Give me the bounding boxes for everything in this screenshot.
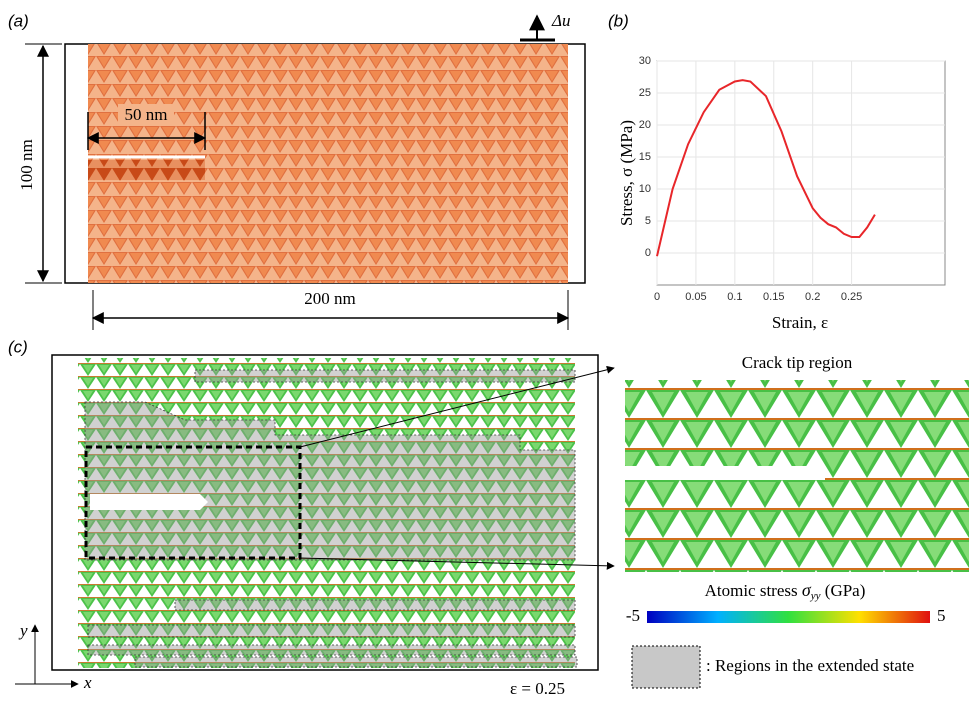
colorbar-max: 5: [937, 606, 946, 625]
figure: (a) 50 nm 100 nm 200 nm Δu (b) 0 5 10 15 20 2…: [0, 0, 969, 704]
colorbar: [647, 611, 930, 623]
y-tick-label: 25: [639, 87, 651, 99]
panel-label: (b): [608, 11, 629, 30]
stress-strain-chart: 0 5 10 15 20 25 30 0 0.05 0.1 0.15 0.2 0.25: [639, 55, 945, 303]
colorbar-title-subscript: yy: [810, 590, 821, 602]
y-tick-label: 15: [639, 151, 651, 163]
axis-y-label: y: [18, 621, 28, 640]
colorbar-min: -5: [626, 606, 640, 625]
inset-title: Crack tip region: [742, 353, 853, 372]
legend-label: : Regions in the extended state: [706, 656, 914, 675]
axis-x-label: x: [83, 673, 92, 692]
legend-swatch: [632, 646, 700, 688]
x-tick-label: 0.2: [805, 291, 820, 303]
page: (a) 50 nm 100 nm 200 nm Δu (b) 0 5 10 15 20 2…: [0, 0, 969, 704]
inset-crack: [625, 466, 825, 480]
colorbar-title: Atomic stress σyy (GPa): [705, 580, 866, 601]
strain-label: ε = 0.25: [510, 679, 565, 698]
x-tick-label: 0.25: [841, 291, 862, 303]
x-tick-label: 0.1: [727, 291, 742, 303]
lattice-crack-region: [88, 160, 205, 180]
height-label: 100 nm: [17, 139, 36, 190]
width-label: 200 nm: [304, 289, 355, 308]
y-tick-label: 30: [639, 55, 651, 67]
x-tick-label: 0: [654, 291, 660, 303]
x-tick-label: 0.05: [685, 291, 706, 303]
plot-area: [657, 61, 945, 285]
y-tick-label: 20: [639, 119, 651, 131]
crack-length-label: 50 nm: [125, 105, 168, 124]
colorbar-title-unit: (GPa): [821, 581, 866, 600]
x-tick-label: 0.15: [763, 291, 784, 303]
panel-label: (c): [8, 337, 28, 356]
colorbar-title-text: Atomic stress: [705, 581, 802, 600]
y-axis-title: Stress, σ (MPa): [617, 120, 636, 226]
crack: [90, 494, 208, 510]
y-tick-label: 5: [645, 215, 651, 227]
y-tick-label: 10: [639, 183, 651, 195]
y-tick-label: 0: [645, 247, 651, 259]
x-axis-title: Strain, ε: [772, 313, 828, 332]
panel-label: (a): [8, 11, 29, 30]
displacement-label: Δu: [551, 11, 570, 30]
